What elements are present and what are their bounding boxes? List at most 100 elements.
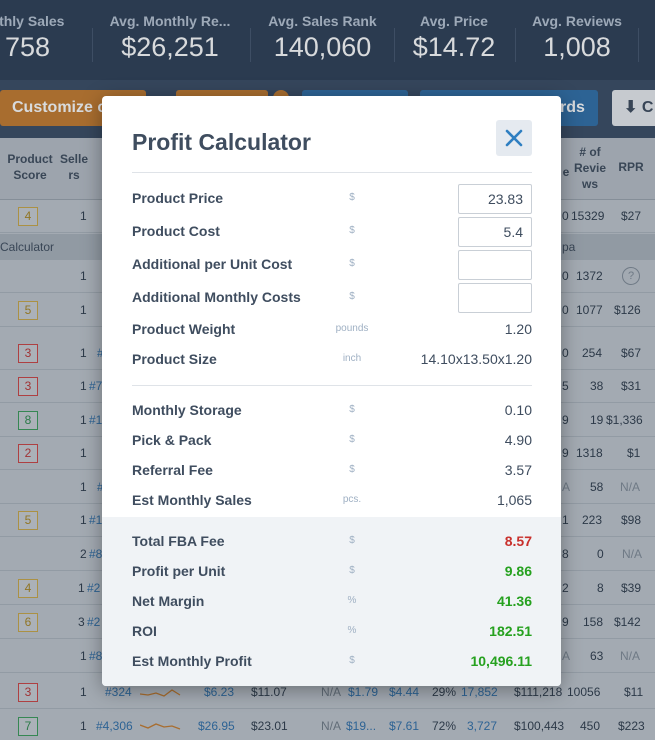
field-unit: $ <box>349 565 355 576</box>
field-unit: pcs. <box>342 494 362 505</box>
cell: 0 <box>562 303 569 317</box>
stat-label: nthly Sales <box>0 13 65 29</box>
reviews-cell: 158 <box>583 615 604 629</box>
field-label: Monthly Storage <box>132 402 242 418</box>
rpr-cell: $98 <box>621 513 642 527</box>
reviews-cell: 223 <box>582 513 603 527</box>
divider <box>92 28 93 62</box>
rank-cell: #2 <box>87 581 101 595</box>
sparkline-icon <box>140 723 181 730</box>
rpr-cell: $126 <box>614 303 641 317</box>
stat-avg-monthly-revenue: Avg. Monthly Re... $26,251 <box>100 0 240 80</box>
sellers-cell: 1 <box>80 649 87 663</box>
input-row-product-cost: Product Cost $ <box>132 217 532 247</box>
additional-monthly-costs-input[interactable] <box>458 283 532 313</box>
stat-monthly-sales: nthly Sales 758 <box>0 0 85 80</box>
stat-value: $14.72 <box>412 32 496 62</box>
rpr-cell: $1 <box>627 446 641 460</box>
column-header-reviews[interactable]: # of Revie ws <box>573 145 607 191</box>
score-badge: 6 <box>18 613 38 632</box>
cell: A <box>562 649 571 663</box>
cell: A <box>562 480 571 494</box>
sellers-cell: 1 <box>80 346 87 360</box>
field-label: Product Weight <box>132 321 236 337</box>
reviews-cell: 1318 <box>576 446 603 460</box>
field-value: 0.10 <box>504 402 532 418</box>
rank-cell: #1 <box>89 413 103 427</box>
rpr-cell: N/A <box>620 649 641 663</box>
cell: 9 <box>562 446 569 460</box>
table-row[interactable]: 7 1 #4,306 $26.95 $23.01 N/A $19... $7.6… <box>0 710 655 740</box>
price-cell: $26.95 <box>198 719 235 733</box>
total-row-est-monthly-profit: Est Monthly Profit $ 10,496.11 <box>132 647 532 677</box>
product-cost-input[interactable] <box>458 217 532 247</box>
cell: $1.79 <box>348 685 379 699</box>
stat-value: $26,251 <box>121 32 219 62</box>
field-label: Product Size <box>132 351 217 367</box>
download-button[interactable]: ⬇ C <box>612 90 655 126</box>
table-row[interactable]: 3 1 #324 $6.23 $11.07 N/A $1.79 $4.44 29… <box>0 676 655 709</box>
rpr-cell: $142 <box>614 615 641 629</box>
stat-avg-sales-rank: Avg. Sales Rank 140,060 <box>260 0 385 80</box>
field-unit: $ <box>349 464 355 475</box>
rank-cell[interactable]: #4,306 <box>96 719 133 733</box>
sellers-cell: 1 <box>80 513 87 527</box>
sellers-cell: 1 <box>80 480 87 494</box>
field-unit: $ <box>349 225 355 236</box>
score-badge: 4 <box>18 579 38 598</box>
help-icon[interactable]: ? <box>622 267 640 285</box>
total-row-net-margin: Net Margin % 41.36 <box>132 587 532 617</box>
price-cell: $6.23 <box>204 685 235 699</box>
stat-value: 140,060 <box>273 32 372 62</box>
field-value: 4.90 <box>504 432 532 448</box>
rank-cell[interactable]: #324 <box>105 685 132 699</box>
column-header-fragment[interactable]: e <box>562 165 570 179</box>
rank-cell: # <box>97 480 104 494</box>
field-label: Additional Monthly Costs <box>132 289 301 305</box>
rank-cell: #2 <box>87 615 101 629</box>
rank-cell: # <box>97 346 104 360</box>
modal-title: Profit Calculator <box>132 129 311 155</box>
input-row-product-price: Product Price $ <box>132 184 532 214</box>
divider <box>515 28 516 62</box>
product-price-input[interactable] <box>458 184 532 214</box>
stat-label: Avg. Reviews <box>532 13 622 29</box>
profit-per-unit-value: 9.86 <box>504 563 532 579</box>
field-unit: $ <box>349 291 355 302</box>
field-value: 1.20 <box>504 321 532 337</box>
reviews-cell: 63 <box>590 649 604 663</box>
margin-cell: 29% <box>432 685 457 699</box>
reviews-cell: 19 <box>590 413 604 427</box>
cell: 8 <box>562 547 569 561</box>
close-button[interactable] <box>496 120 532 156</box>
sales-cell: 3,727 <box>467 719 498 733</box>
score-badge: 3 <box>18 377 38 396</box>
sellers-cell: 1 <box>80 413 87 427</box>
stat-avg-reviews: Avg. Reviews 1,008 <box>522 0 632 80</box>
cell: 2 <box>562 581 569 595</box>
column-header-product-score[interactable]: Product Score <box>7 152 53 182</box>
field-label: Profit per Unit <box>132 563 226 579</box>
total-fba-fee-value: 8.57 <box>504 533 532 549</box>
cell: 0 <box>562 209 569 223</box>
reviews-cell: 58 <box>590 480 604 494</box>
field-unit: $ <box>349 655 355 666</box>
column-header-rpr[interactable]: RPR <box>618 160 644 174</box>
cell: 1 <box>562 513 569 527</box>
score-badge: 2 <box>18 444 38 463</box>
reviews-cell: 0 <box>597 547 604 561</box>
input-row-additional-monthly-costs: Additional Monthly Costs $ <box>132 283 532 313</box>
field-unit: $ <box>349 535 355 546</box>
cell: N/A <box>321 685 342 699</box>
est-monthly-profit-value: 10,496.11 <box>470 653 532 669</box>
field-label: ROI <box>132 623 157 639</box>
reviews-cell: 254 <box>582 346 603 360</box>
field-label: Product Price <box>132 190 224 206</box>
additional-unit-cost-input[interactable] <box>458 250 532 280</box>
column-header-sellers[interactable]: Selle rs <box>59 152 89 182</box>
stat-value: 758 <box>4 32 51 62</box>
revenue-cell: $100,443 <box>514 719 565 733</box>
rpr-cell: $223 <box>618 719 645 733</box>
score-badge: 5 <box>18 301 38 320</box>
sellers-cell: 1 <box>80 719 87 733</box>
